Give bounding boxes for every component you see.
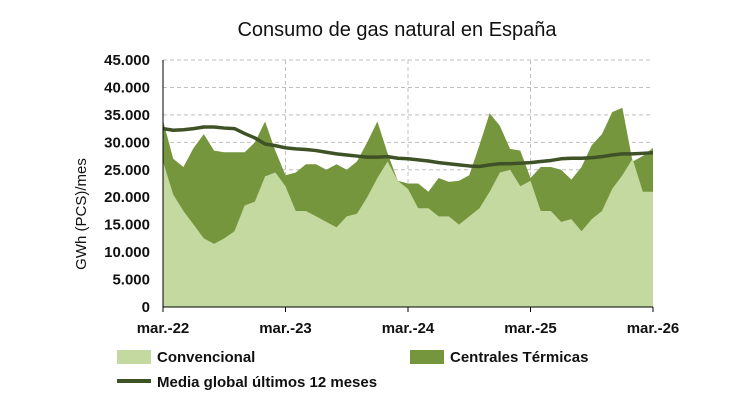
x-tick-label: mar.-23 [259,320,312,337]
line-media-global [162,125,654,169]
y-tick-label: 0 [142,299,150,316]
legend-label-media: Media global últimos 12 meses [157,374,377,391]
y-tick-label: 15.000 [104,217,150,234]
legend: Convencional Centrales Térmicas Media gl… [117,349,588,391]
legend-swatch-centrales [410,350,444,364]
x-tick-label: mar.-22 [137,320,190,337]
plot-lines [162,125,654,169]
y-tick-label: 40.000 [104,79,150,96]
y-tick-label: 25.000 [104,162,150,179]
axes: 0 5.000 10.000 15.000 20.000 25.000 30.000 35.0… [104,52,679,337]
y-tick-label: 10.000 [104,244,150,261]
chart-title: Consumo de gas natural en España [237,19,557,41]
y-tick-label: 20.000 [104,189,150,206]
legend-swatch-convencional [117,350,151,364]
area-convencional [163,158,653,307]
x-tick-label: mar.-24 [382,320,435,337]
y-tick-label: 35.000 [104,107,150,124]
legend-label-centrales: Centrales Térmicas [450,349,588,366]
x-tick-label: mar.-26 [627,320,680,337]
plot-areas [163,107,653,307]
y-tick-label: 45.000 [104,52,150,69]
y-tick-label: 30.000 [104,134,150,151]
legend-label-convencional: Convencional [157,349,255,366]
y-tick-label: 5.000 [112,272,150,289]
y-axis-label: GWh (PCS)/mes [73,158,90,270]
x-tick-label: mar.-25 [504,320,557,337]
